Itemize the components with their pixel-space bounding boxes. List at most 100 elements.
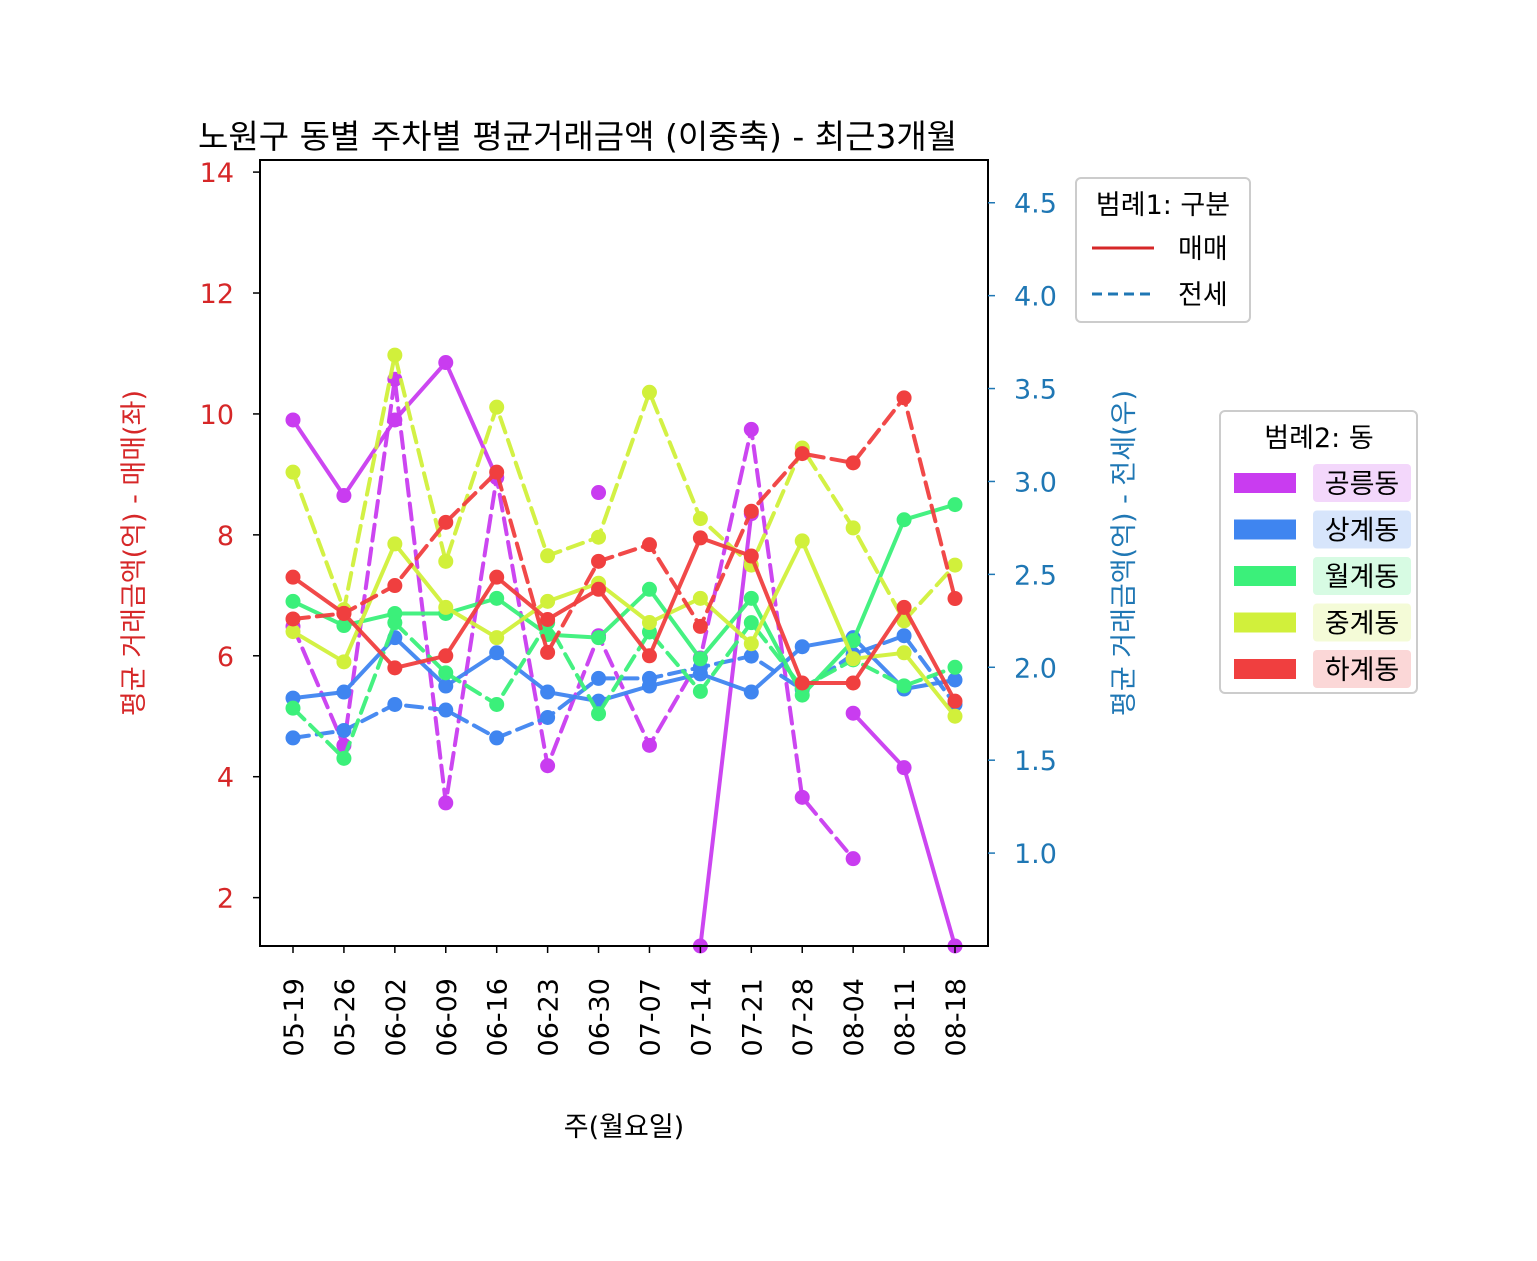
- data-point: [285, 569, 301, 585]
- legend-2-label-bg: [1313, 510, 1411, 549]
- data-point: [947, 591, 963, 607]
- series-line: [851, 711, 957, 948]
- series-line: [291, 538, 957, 719]
- legend-2-swatch: [1234, 566, 1296, 586]
- data-point: [845, 633, 861, 649]
- series-하계동-매매: [285, 530, 963, 709]
- data-point: [489, 645, 505, 661]
- series-중계동-전세: [285, 347, 963, 629]
- plot-frame: [259, 159, 989, 947]
- data-point: [438, 648, 454, 664]
- data-point: [845, 520, 861, 536]
- right-axis: 1.0 1.5 2.0 2.5 3.0 3.5 4.0 4.5: [988, 189, 1057, 870]
- data-point: [896, 599, 912, 615]
- x-axis: 05-19 05-26 06-02 06-09 06-16 06-23 06-30 07-07…: [279, 946, 972, 1056]
- data-point: [540, 684, 556, 700]
- data-point: [641, 670, 657, 686]
- data-point: [743, 636, 759, 652]
- data-point: [591, 485, 607, 501]
- data-point: [438, 702, 454, 718]
- series-line: [291, 633, 957, 740]
- data-point: [489, 464, 505, 480]
- data-point: [387, 536, 403, 552]
- left-tick-label: 8: [217, 521, 234, 552]
- legend-2-label-bg: [1313, 557, 1411, 595]
- data-point: [794, 446, 810, 462]
- x-tick-label: 05-19: [279, 978, 310, 1056]
- right-tick-label: 1.5: [1014, 746, 1057, 777]
- data-point: [641, 384, 657, 400]
- data-point: [387, 660, 403, 676]
- data-point: [336, 684, 352, 700]
- series-line: [698, 511, 754, 948]
- x-tick-label: 06-09: [432, 978, 463, 1056]
- data-point: [489, 630, 505, 646]
- right-tick-label: 2.0: [1014, 653, 1057, 684]
- data-point: [947, 693, 963, 709]
- data-point: [896, 760, 912, 776]
- data-point: [692, 530, 708, 546]
- data-point: [438, 678, 454, 694]
- data-point: [336, 750, 352, 766]
- legend-2-label-bg: [1313, 603, 1411, 642]
- data-point: [438, 599, 454, 615]
- left-tick-label: 10: [200, 400, 234, 431]
- data-point: [743, 503, 759, 519]
- data-point: [896, 390, 912, 406]
- data-point: [591, 581, 607, 597]
- x-tick-label: 06-02: [381, 978, 412, 1056]
- legend-2-label-bg: [1313, 650, 1411, 688]
- data-point: [896, 628, 912, 644]
- right-axis-label: 평균 거래금액(억) - 전세(우): [1109, 390, 1140, 716]
- x-tick-label: 07-21: [737, 978, 768, 1056]
- legend-1-label-jeonse: 전세: [1178, 280, 1228, 311]
- data-point: [540, 709, 556, 725]
- series-line: [291, 535, 957, 704]
- data-point: [489, 730, 505, 746]
- data-point: [947, 557, 963, 573]
- data-point: [845, 651, 861, 667]
- legend-2-swatch: [1234, 473, 1296, 493]
- x-tick-label: 05-26: [330, 978, 361, 1056]
- series-월계동-전세: [285, 615, 963, 766]
- data-point: [692, 590, 708, 606]
- right-tick-label: 2.5: [1014, 560, 1057, 591]
- x-tick-label: 06-23: [534, 978, 565, 1056]
- series-line: [291, 377, 856, 861]
- legend-2-swatch: [1234, 612, 1296, 633]
- data-point: [743, 615, 759, 631]
- left-tick-label: 2: [217, 884, 234, 915]
- data-point: [743, 421, 759, 437]
- legend-1-frame: [1075, 177, 1251, 323]
- data-point: [489, 590, 505, 606]
- legend-2-label: 공릉동: [1325, 469, 1400, 500]
- data-point: [387, 696, 403, 712]
- data-point: [794, 533, 810, 549]
- data-point: [285, 464, 301, 480]
- data-point: [896, 512, 912, 528]
- data-point: [692, 651, 708, 667]
- left-tick-label: 12: [200, 279, 234, 310]
- series-월계동-매매: [285, 497, 963, 703]
- data-point: [438, 553, 454, 569]
- x-tick-label: 08-04: [839, 978, 870, 1056]
- series-layer: [285, 347, 963, 954]
- x-tick-label: 07-14: [686, 978, 717, 1056]
- x-tick-label: 07-28: [788, 978, 819, 1056]
- data-point: [387, 615, 403, 631]
- left-tick-label: 14: [200, 158, 234, 189]
- series-하계동-전세: [285, 390, 963, 660]
- legend-1-label-sale: 매매: [1178, 234, 1228, 265]
- data-point: [896, 678, 912, 694]
- data-point: [438, 514, 454, 530]
- right-tick-label: 4.0: [1014, 282, 1057, 313]
- data-point: [641, 737, 657, 753]
- data-point: [336, 722, 352, 738]
- legend-1-title: 범례1: 구분: [1096, 190, 1230, 221]
- data-point: [438, 795, 454, 811]
- right-tick-label: 3.5: [1014, 375, 1057, 406]
- data-point: [540, 548, 556, 564]
- data-point: [285, 624, 301, 640]
- data-point: [845, 675, 861, 691]
